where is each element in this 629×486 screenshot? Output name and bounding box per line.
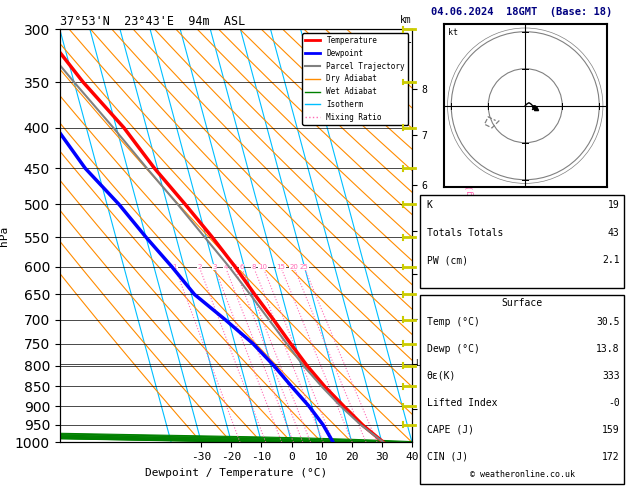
Text: 4: 4: [223, 264, 228, 270]
Text: -0: -0: [608, 398, 620, 408]
Text: 6: 6: [240, 264, 244, 270]
Text: PW (cm): PW (cm): [426, 256, 468, 265]
Text: kt: kt: [447, 28, 457, 37]
Bar: [420, 295, 624, 484]
Text: 333: 333: [602, 371, 620, 381]
Text: CAPE (J): CAPE (J): [426, 425, 474, 435]
Text: LCL: LCL: [416, 359, 430, 368]
Text: 2: 2: [197, 264, 201, 270]
Text: Lifted Index: Lifted Index: [426, 398, 497, 408]
Text: 20: 20: [289, 264, 298, 270]
Bar: [420, 195, 624, 288]
Text: 172: 172: [602, 452, 620, 462]
Text: 5: 5: [232, 264, 237, 270]
Text: Surface: Surface: [501, 298, 543, 308]
Text: 3: 3: [212, 264, 216, 270]
Text: 13.8: 13.8: [596, 344, 620, 354]
Text: 1: 1: [172, 264, 177, 270]
Text: 159: 159: [602, 425, 620, 435]
Y-axis label: Mixing Ratio (g/kg): Mixing Ratio (g/kg): [467, 185, 476, 287]
Y-axis label: hPa: hPa: [0, 226, 9, 246]
Text: 37°53'N  23°43'E  94m  ASL: 37°53'N 23°43'E 94m ASL: [60, 15, 245, 28]
Text: 19: 19: [608, 200, 620, 209]
X-axis label: Dewpoint / Temperature (°C): Dewpoint / Temperature (°C): [145, 468, 327, 478]
Text: Dewp (°C): Dewp (°C): [426, 344, 479, 354]
Text: K: K: [426, 200, 433, 209]
Text: © weatheronline.co.uk: © weatheronline.co.uk: [470, 470, 574, 479]
Text: 30.5: 30.5: [596, 317, 620, 327]
Text: 10: 10: [259, 264, 267, 270]
Text: ASL: ASL: [394, 35, 412, 45]
Text: 25: 25: [300, 264, 308, 270]
Text: θε(K): θε(K): [426, 371, 456, 381]
Text: 04.06.2024  18GMT  (Base: 18): 04.06.2024 18GMT (Base: 18): [431, 7, 613, 17]
Text: 2.1: 2.1: [602, 256, 620, 265]
Text: km: km: [400, 15, 412, 25]
Text: Temp (°C): Temp (°C): [426, 317, 479, 327]
Text: 15: 15: [276, 264, 285, 270]
Text: 43: 43: [608, 227, 620, 238]
Legend: Temperature, Dewpoint, Parcel Trajectory, Dry Adiabat, Wet Adiabat, Isotherm, Mi: Temperature, Dewpoint, Parcel Trajectory…: [302, 33, 408, 125]
Text: Totals Totals: Totals Totals: [426, 227, 503, 238]
Text: 8: 8: [252, 264, 256, 270]
Text: CIN (J): CIN (J): [426, 452, 468, 462]
